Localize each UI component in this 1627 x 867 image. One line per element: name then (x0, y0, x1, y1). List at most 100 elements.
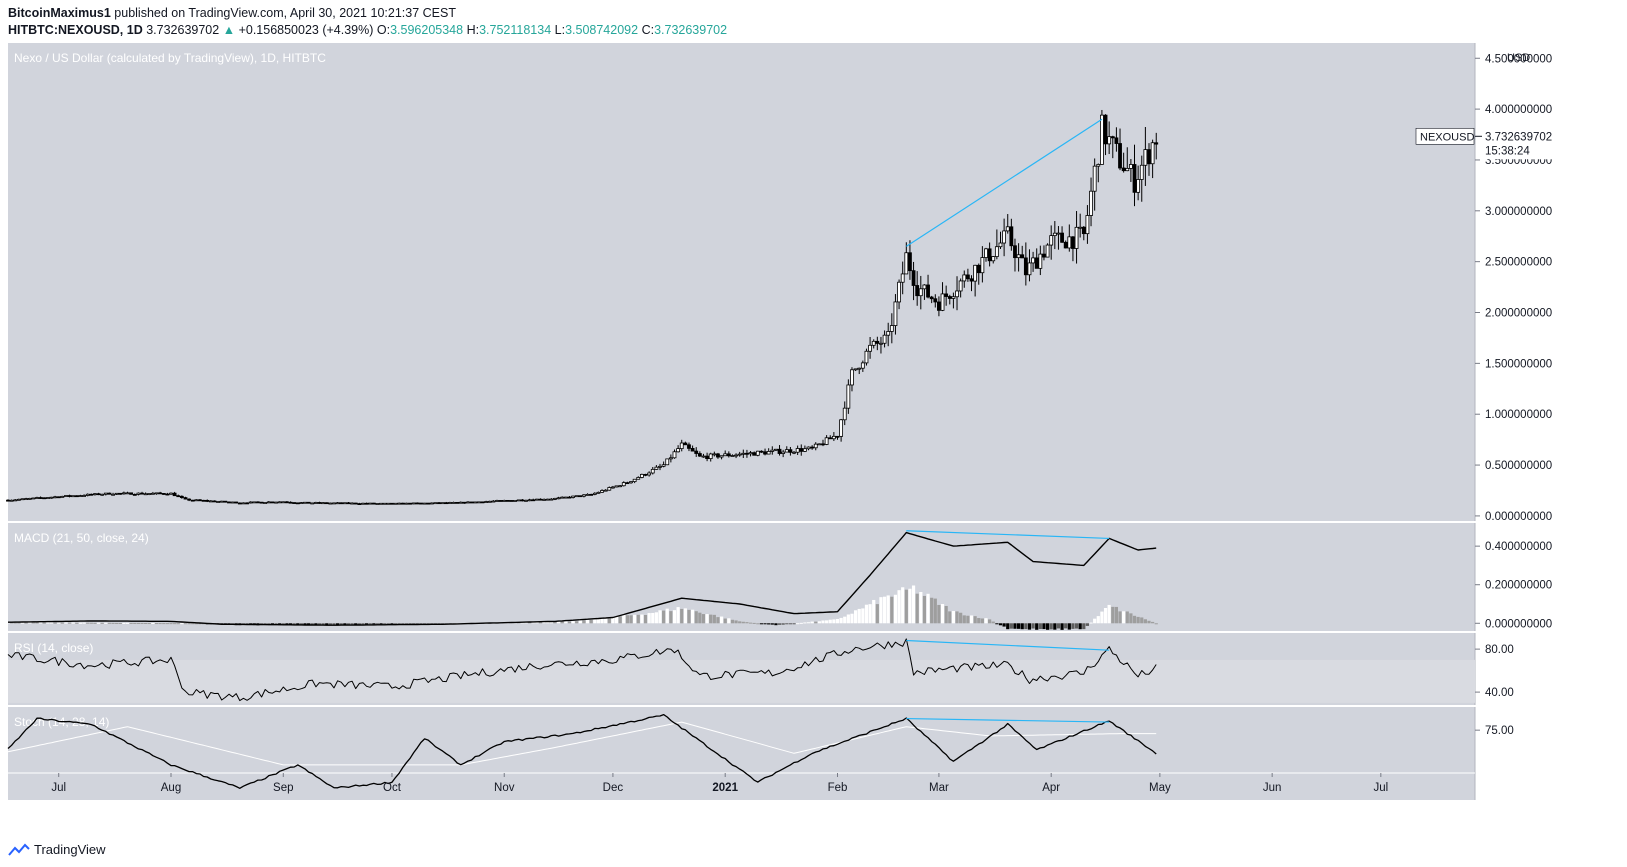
candle-body (538, 498, 543, 501)
candle-body (799, 448, 804, 452)
macd-histogram-bar (1111, 606, 1115, 624)
macd-histogram-bar (96, 622, 101, 624)
macd-histogram-bar (940, 604, 945, 624)
candle-body (745, 452, 749, 455)
macd-histogram-bar (651, 612, 655, 624)
candle-body (1110, 136, 1115, 139)
candle-body (549, 498, 554, 501)
macd-histogram-bar (122, 622, 126, 624)
candle-body (237, 502, 242, 505)
macd-histogram-bar (1071, 623, 1075, 629)
macd-histogram-bar (727, 618, 731, 624)
macd-histogram-bar (553, 621, 557, 624)
macd-histogram-bar (104, 622, 108, 624)
candle-body (545, 498, 550, 501)
macd-histogram-bar (1118, 611, 1122, 624)
candle-body (1114, 137, 1119, 144)
macd-histogram-bar (854, 610, 858, 624)
macd-histogram-bar (973, 616, 977, 624)
macd-histogram-bar (691, 609, 695, 624)
macd-histogram-bar (1096, 616, 1100, 624)
candle-body (1078, 226, 1083, 229)
candle-body (578, 495, 583, 498)
candle-body (933, 298, 938, 303)
candle-body (915, 285, 920, 297)
candle-body (520, 499, 525, 502)
close-label: C: (641, 23, 655, 37)
candle-body (1100, 114, 1104, 165)
macd-histogram-bar (767, 623, 771, 625)
time-axis-background (8, 773, 1475, 800)
candles (6, 109, 1159, 506)
macd-histogram-bar (832, 619, 836, 624)
candle-body (306, 501, 311, 504)
macd-histogram-bar (35, 622, 39, 624)
macd-histogram-bar (162, 623, 166, 625)
time-tick-label: Feb (828, 782, 848, 794)
candle-body (879, 342, 883, 345)
macd-histogram-bar (28, 622, 32, 624)
candle-body (987, 248, 992, 262)
candle-body (49, 496, 54, 499)
macd-histogram-bar (1132, 615, 1137, 624)
price-tick-label: 3.000000000 (1485, 206, 1552, 218)
candle-body (629, 481, 633, 484)
macd-histogram-bar (1060, 623, 1064, 630)
macd-histogram-bar (908, 588, 912, 624)
macd-histogram-bar (285, 623, 289, 625)
candle-body (875, 340, 880, 344)
candle-body (476, 501, 481, 504)
macd-tick-label: 0.200000000 (1485, 580, 1552, 592)
macd-histogram-bar (604, 617, 608, 624)
time-tick-label: Jul (51, 782, 66, 794)
tradingview-logo-icon (8, 843, 30, 856)
candle-body (730, 455, 735, 457)
macd-histogram-bar (843, 616, 847, 624)
ohlc-line: HITBTC:NEXOUSD, 1D 3.732639702 ▲ +0.1568… (8, 23, 727, 37)
candle-body (375, 503, 380, 505)
macd-histogram-bar (738, 621, 742, 624)
time-tick-label: May (1149, 782, 1171, 794)
macd-histogram-bar (191, 623, 195, 625)
candle-body (708, 453, 713, 460)
macd-histogram-bar (665, 608, 669, 624)
footer-brand[interactable]: TradingView (34, 842, 106, 857)
rsi-pane: RSI (14, close) 80.00 40.00 (7, 638, 1514, 703)
macd-histogram-bar (995, 623, 999, 625)
macd-histogram-bar (336, 623, 340, 625)
time-tick-label: Jul (1373, 782, 1388, 794)
macd-histogram-bar (882, 596, 887, 624)
price-axis-background (1475, 43, 1560, 800)
candle-body (965, 274, 970, 280)
candle-body (969, 278, 974, 282)
author-name[interactable]: BitcoinMaximus1 (8, 6, 111, 20)
candle-body (187, 498, 192, 501)
low-value: 3.508742092 (565, 23, 639, 37)
macd-histogram-bar (82, 622, 86, 624)
candle-body (1042, 253, 1046, 258)
macd-histogram-bar (1027, 623, 1032, 630)
time-tick-label: Nov (494, 782, 515, 794)
macd-histogram-bar (107, 622, 112, 624)
high-label: H: (466, 23, 480, 37)
macd-histogram-bar (147, 623, 151, 625)
candle-body (491, 500, 496, 503)
candle-body (527, 499, 532, 502)
macd-histogram-bar (593, 619, 597, 624)
macd-histogram-bar (752, 622, 756, 624)
candle-body (918, 288, 923, 297)
candle-body (839, 419, 844, 437)
macd-histogram-bar (180, 623, 184, 625)
price-tick-label: 1.500000000 (1485, 358, 1552, 370)
macd-histogram-bar (636, 614, 640, 624)
macd-histogram-bar (1103, 608, 1108, 624)
macd-histogram-bar (1093, 618, 1097, 624)
macd-histogram-bar (1064, 623, 1068, 629)
macd-histogram-bar (589, 619, 593, 624)
candle-body (495, 500, 499, 502)
macd-histogram-bar (328, 623, 332, 625)
candle-body (759, 450, 764, 453)
candle-body (208, 500, 213, 503)
macd-pane: MACD (21, 50, close, 24) 0.400000000 0.200… (6, 530, 1552, 630)
